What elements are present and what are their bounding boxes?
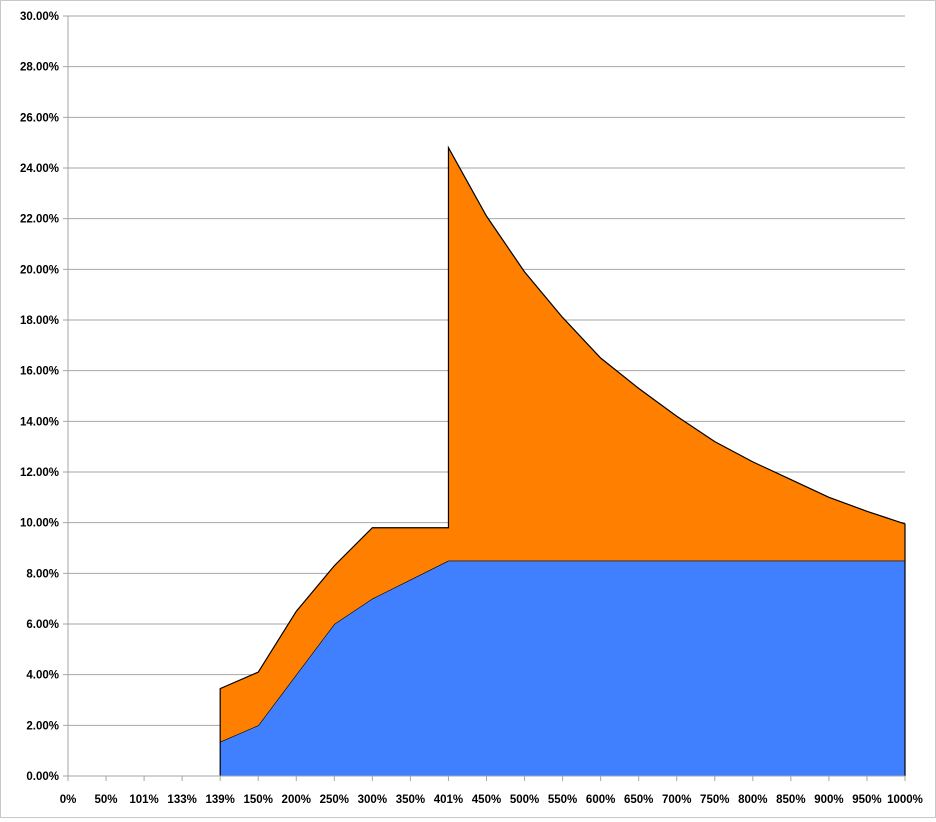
y-tick-label: 14.00% bbox=[20, 416, 59, 428]
y-tick-label: 6.00% bbox=[26, 619, 59, 631]
y-tick-label: 0.00% bbox=[26, 771, 59, 783]
x-tick-label: 800% bbox=[738, 794, 767, 806]
area-series-2 bbox=[220, 147, 905, 742]
x-tick-label: 550% bbox=[548, 794, 577, 806]
y-tick-label: 30.00% bbox=[20, 11, 59, 23]
x-tick-label: 401% bbox=[434, 794, 463, 806]
x-axis-tick-labels: 0% 50% 101% 133% 139% 150% 200% 250% 300% 350% 401… bbox=[60, 794, 923, 806]
y-tick-label: 10.00% bbox=[20, 518, 59, 530]
x-tick-label: 101% bbox=[129, 794, 158, 806]
y-tick-label: 12.00% bbox=[20, 467, 59, 479]
x-tick-label: 900% bbox=[814, 794, 843, 806]
x-tick-label: 0% bbox=[60, 794, 77, 806]
y-axis-tick-labels: 0.00% 2.00% 4.00% 6.00% 8.00% 10.00% 12.00% 14.… bbox=[20, 11, 59, 783]
x-tick-label: 650% bbox=[624, 794, 653, 806]
x-tick-label: 300% bbox=[358, 794, 387, 806]
x-tick-label: 950% bbox=[852, 794, 881, 806]
x-tick-label: 450% bbox=[472, 794, 501, 806]
x-tick-label: 700% bbox=[662, 794, 691, 806]
y-tick-label: 4.00% bbox=[26, 670, 59, 682]
x-tick-label: 50% bbox=[95, 794, 118, 806]
x-tick-label: 133% bbox=[167, 794, 196, 806]
y-tick-label: 16.00% bbox=[20, 366, 59, 378]
y-tick-label: 28.00% bbox=[20, 62, 59, 74]
x-tick-label: 150% bbox=[244, 794, 273, 806]
x-tick-label: 850% bbox=[776, 794, 805, 806]
y-tick-label: 22.00% bbox=[20, 214, 59, 226]
x-tick-label: 1000% bbox=[887, 794, 923, 806]
areas bbox=[219, 145, 906, 776]
area-outline-series-2 bbox=[219, 145, 906, 742]
x-tick-label: 250% bbox=[320, 794, 349, 806]
y-tick-label: 8.00% bbox=[26, 568, 59, 580]
x-tick-label: 139% bbox=[205, 794, 234, 806]
y-tick-label: 24.00% bbox=[20, 163, 59, 175]
y-tick-label: 26.00% bbox=[20, 112, 59, 124]
y-tick-label: 2.00% bbox=[26, 720, 59, 732]
x-tick-label: 350% bbox=[396, 794, 425, 806]
x-tick-label: 200% bbox=[282, 794, 311, 806]
x-tick-label: 750% bbox=[700, 794, 729, 806]
x-tick-label: 600% bbox=[586, 794, 615, 806]
y-tick-label: 20.00% bbox=[20, 264, 59, 276]
x-tick-label: 500% bbox=[510, 794, 539, 806]
area-series-1 bbox=[220, 560, 905, 776]
axes bbox=[67, 16, 905, 777]
y-tick-label: 18.00% bbox=[20, 315, 59, 327]
